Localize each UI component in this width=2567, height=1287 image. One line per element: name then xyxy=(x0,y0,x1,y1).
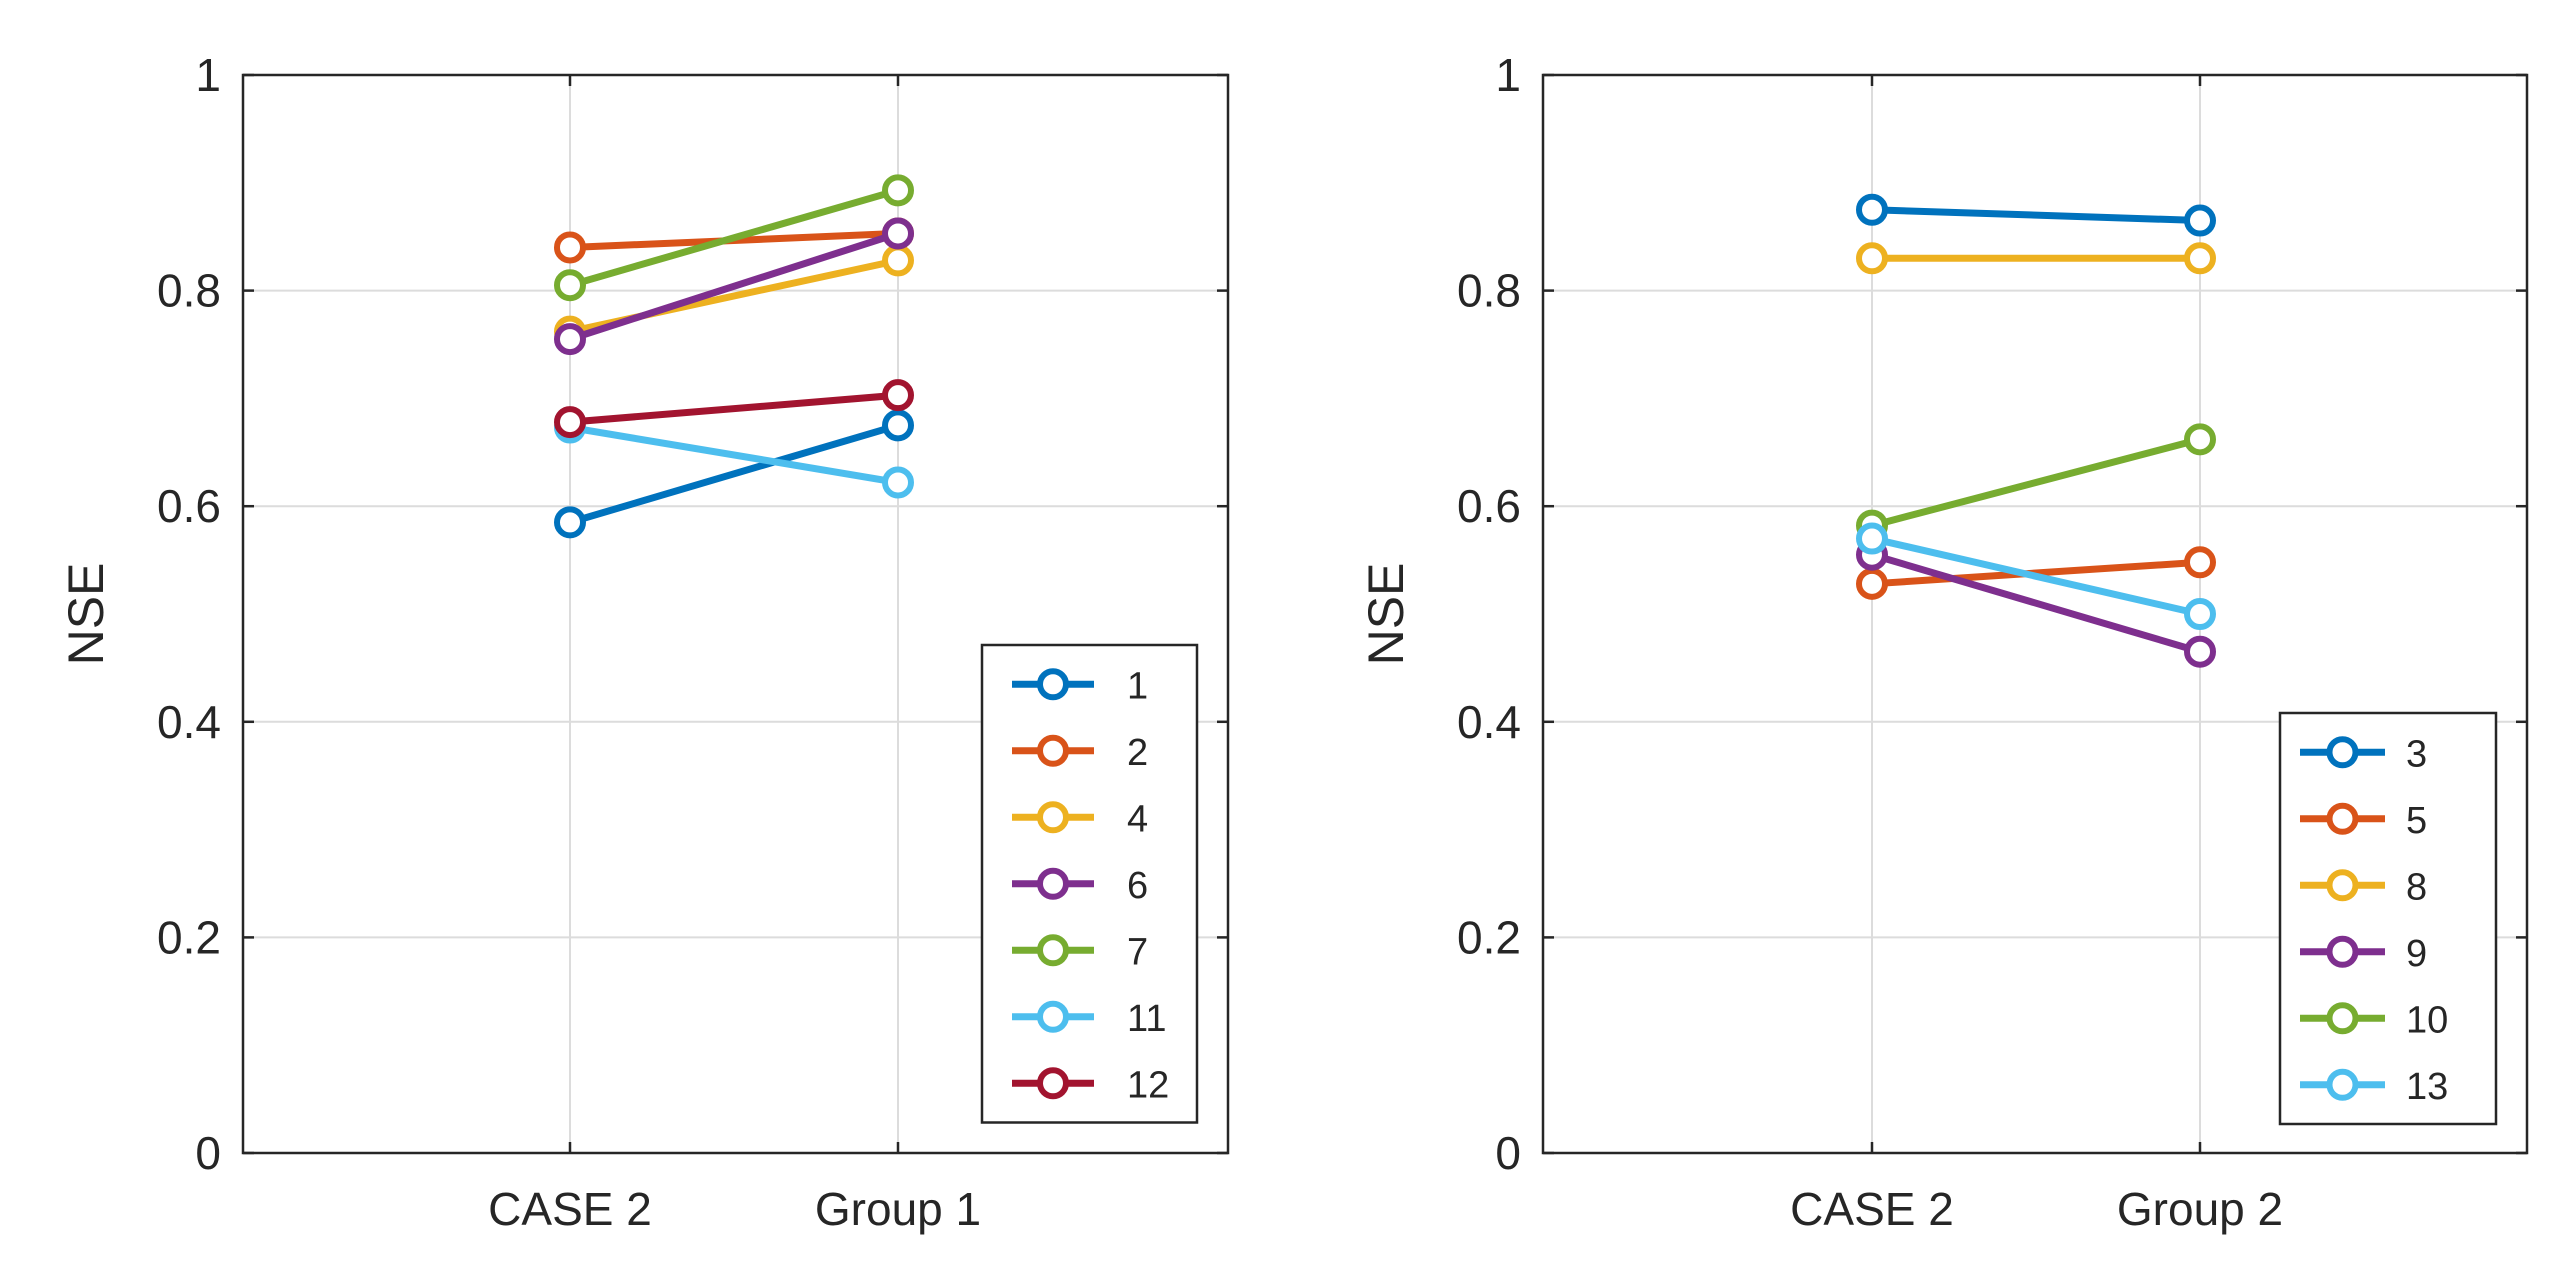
data-point-5-1 xyxy=(2184,546,2216,579)
series-line-10 xyxy=(1871,435,2201,529)
series-line-11 xyxy=(569,424,899,486)
y-tick-label: 0.8 xyxy=(1457,265,1521,317)
x-tick-label: CASE 2 xyxy=(1790,1183,1954,1235)
data-point-11-1 xyxy=(882,466,914,499)
x-tick-label: Group 1 xyxy=(815,1183,981,1235)
legend-marker-1 xyxy=(1037,668,1069,701)
y-tick-label: 1 xyxy=(195,49,221,101)
legend-marker-12 xyxy=(1037,1067,1069,1100)
legend-label-10: 10 xyxy=(2406,999,2448,1041)
y-axis-label: NSE xyxy=(58,563,114,666)
legend-label-13: 13 xyxy=(2406,1066,2448,1108)
legend-label-11: 11 xyxy=(1127,998,1166,1040)
data-point-7-0 xyxy=(554,269,586,302)
y-tick-label: 0.2 xyxy=(1457,911,1521,963)
data-point-3-0 xyxy=(1856,193,1888,226)
legend-marker-2 xyxy=(1037,734,1069,767)
series-line-1 xyxy=(569,421,899,526)
y-tick-label: 0 xyxy=(195,1127,221,1179)
data-point-9-1 xyxy=(2184,635,2216,668)
series-line-6 xyxy=(568,230,900,343)
legend-label-9: 9 xyxy=(2406,933,2427,975)
data-point-12-1 xyxy=(882,379,914,412)
y-tick-label: 0.8 xyxy=(157,265,221,317)
y-tick-label: 0.2 xyxy=(157,911,221,963)
legend-label-3: 3 xyxy=(2406,733,2427,775)
legend-label-7: 7 xyxy=(1127,931,1148,973)
legend-marker-5 xyxy=(2326,802,2359,835)
data-point-8-1 xyxy=(2184,242,2216,275)
legend-marker-10 xyxy=(2326,1002,2359,1035)
y-tick-label: 0.4 xyxy=(157,696,221,748)
legend-box xyxy=(2278,711,2498,1126)
legend-marker-4 xyxy=(1037,801,1069,834)
legend-label-1: 1 xyxy=(1127,665,1148,707)
data-point-6-0 xyxy=(554,323,586,356)
legend-marker-6 xyxy=(1037,867,1069,900)
data-point-13-0 xyxy=(1856,522,1888,555)
data-point-8-0 xyxy=(1856,242,1888,275)
data-point-6-1 xyxy=(882,217,914,250)
data-point-1-1 xyxy=(882,409,914,442)
legend-label-12: 12 xyxy=(1127,1064,1169,1106)
y-tick-label: 0 xyxy=(1495,1127,1521,1179)
series-line-9 xyxy=(1871,551,2201,656)
chart-panel-right: 0 0.2 0.4 0.6 0.8 1 CASE 2 Group 2 NSE 3 5 8 9 10 13 xyxy=(1358,49,2529,1235)
data-point-4-1 xyxy=(882,244,914,277)
legend-label-8: 8 xyxy=(2406,866,2427,908)
data-point-13-1 xyxy=(2184,598,2216,630)
legend-marker-9 xyxy=(2326,935,2359,968)
data-point-5-0 xyxy=(1856,567,1888,600)
data-point-3-1 xyxy=(2184,204,2216,237)
legend-label-4: 4 xyxy=(1127,798,1148,840)
legend-label-2: 2 xyxy=(1127,732,1148,774)
data-point-10-1 xyxy=(2184,423,2216,456)
legend-label-5: 5 xyxy=(2406,800,2427,842)
legend-marker-8 xyxy=(2326,869,2359,902)
x-tick-label: Group 2 xyxy=(2117,1183,2283,1235)
series-line-3 xyxy=(1871,206,2201,225)
legend-marker-13 xyxy=(2326,1068,2359,1101)
data-point-12-0 xyxy=(554,406,586,439)
y-tick-label: 0.6 xyxy=(157,480,221,532)
legend-marker-11 xyxy=(1037,1000,1069,1033)
legend-label-6: 6 xyxy=(1127,865,1148,907)
series-line-12 xyxy=(569,391,899,426)
y-tick-label: 0.6 xyxy=(1457,480,1521,532)
axes-box xyxy=(1541,73,2529,1155)
series-line-13 xyxy=(1871,535,2201,618)
axes-box xyxy=(241,73,1230,1155)
legend-marker-7 xyxy=(1037,934,1069,967)
y-tick-label: 1 xyxy=(1495,49,1521,101)
legend-marker-3 xyxy=(2326,736,2359,769)
series-line-7 xyxy=(569,186,899,289)
data-point-2-0 xyxy=(554,231,586,264)
data-point-1-0 xyxy=(554,506,586,539)
y-axis-label: NSE xyxy=(1358,563,1414,666)
x-tick-label: CASE 2 xyxy=(488,1183,652,1235)
y-tick-label: 0.4 xyxy=(1457,696,1521,748)
data-point-7-1 xyxy=(882,174,914,207)
